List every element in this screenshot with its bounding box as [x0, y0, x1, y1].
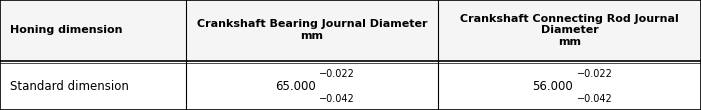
Text: Honing dimension: Honing dimension — [10, 25, 122, 35]
Text: 65.000: 65.000 — [275, 80, 315, 93]
Text: −0.042: −0.042 — [319, 94, 355, 104]
Text: Crankshaft Bearing Journal Diameter
mm: Crankshaft Bearing Journal Diameter mm — [197, 19, 427, 41]
Bar — [0, 0, 186, 61]
Text: −0.022: −0.022 — [576, 69, 613, 79]
Text: Crankshaft Connecting Rod Journal
Diameter
mm: Crankshaft Connecting Rod Journal Diamet… — [460, 14, 679, 47]
Text: −0.022: −0.022 — [319, 69, 355, 79]
Bar — [186, 0, 438, 61]
Text: 56.000: 56.000 — [532, 80, 573, 93]
Bar — [438, 0, 701, 61]
Text: −0.042: −0.042 — [576, 94, 612, 104]
Text: Standard dimension: Standard dimension — [10, 80, 129, 93]
